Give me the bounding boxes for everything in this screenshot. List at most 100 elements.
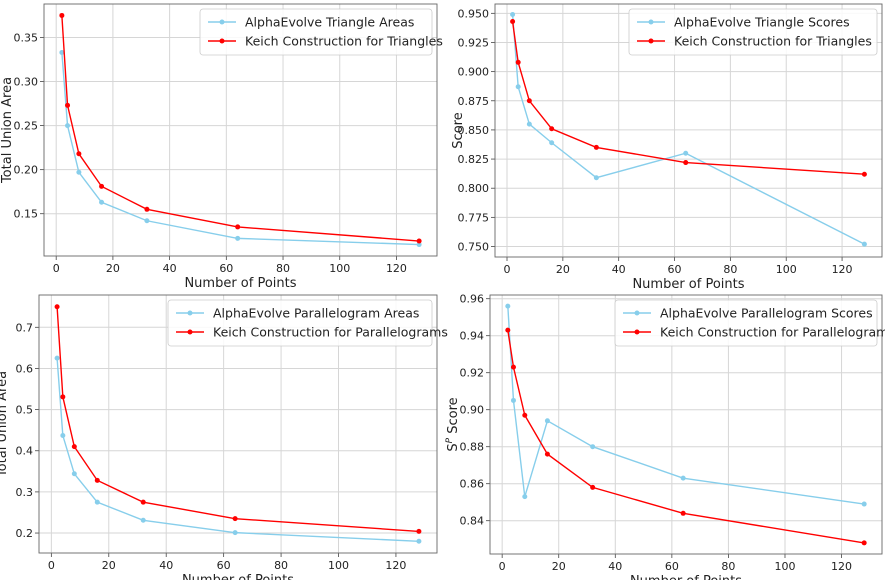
data-point <box>140 517 146 523</box>
data-point <box>144 218 150 224</box>
data-point <box>54 304 60 310</box>
y-tick-label: 0.96 <box>460 293 485 306</box>
y-tick-label: 0.15 <box>14 208 39 221</box>
data-point <box>680 475 686 481</box>
y-tick-label: 0.7 <box>16 321 34 334</box>
series-2 <box>54 304 422 534</box>
x-axis-label: Number of Points <box>184 276 296 291</box>
data-point <box>683 160 689 166</box>
series-2 <box>505 327 867 546</box>
data-point <box>235 224 241 230</box>
data-point <box>76 151 82 157</box>
legend-label: Keich Construction for Parallelograms <box>213 325 448 340</box>
x-tick-label: 0 <box>499 560 506 573</box>
y-tick-label: 0.775 <box>458 211 490 224</box>
series-line <box>507 330 865 544</box>
axes-frame <box>494 3 883 258</box>
data-point <box>861 171 867 177</box>
y-axis-label: Total Union Area <box>0 371 10 478</box>
x-tick-label: 120 <box>832 263 853 276</box>
data-point <box>544 418 550 424</box>
y-tick-label: 0.94 <box>460 330 485 343</box>
series-1 <box>510 11 867 247</box>
x-tick-label: 40 <box>163 262 177 275</box>
data-point <box>140 499 146 505</box>
x-tick-label: 100 <box>329 262 350 275</box>
x-tick-label: 60 <box>217 559 231 572</box>
x-tick-label: 100 <box>328 559 349 572</box>
data-point <box>54 355 60 361</box>
subplot-3: 0 20 40 60 80 100 120 0.2 0.3 0.4 0.5 0.6 0.7 Number … <box>0 294 448 584</box>
data-point <box>861 540 867 546</box>
series-line <box>56 358 419 542</box>
x-tick-label: 0 <box>48 559 55 572</box>
data-point <box>60 394 66 400</box>
x-tick-label: 120 <box>385 559 406 572</box>
y-tick-label: 0.90 <box>460 404 485 417</box>
y-tick-label: 0.25 <box>14 120 39 133</box>
series-1 <box>505 303 867 507</box>
x-tick-label: 80 <box>274 559 288 572</box>
y-tick-label: 0.750 <box>458 241 490 254</box>
x-tick-label: 60 <box>219 262 233 275</box>
x-axis-label: Number of Points <box>182 573 294 580</box>
data-point <box>510 18 516 24</box>
data-point <box>526 98 532 104</box>
x-tick-label: 0 <box>504 263 511 276</box>
x-tick-label: 120 <box>831 560 852 573</box>
axes-frame <box>43 3 438 257</box>
y-tick-label: 0.88 <box>460 441 485 454</box>
data-point <box>94 477 100 483</box>
legend-label: AlphaEvolve Parallelogram Areas <box>213 306 419 321</box>
y-tick-label: 0.2 <box>16 527 34 540</box>
x-tick-label: 20 <box>102 559 116 572</box>
data-point <box>544 451 550 457</box>
legend-box <box>199 8 433 56</box>
data-point <box>65 102 71 108</box>
axes-frame <box>38 294 438 554</box>
data-point <box>515 84 521 90</box>
series-2 <box>510 18 867 177</box>
y-tick-label: 0.84 <box>460 515 485 528</box>
y-tick-label: 0.6 <box>16 362 34 375</box>
y-tick-label: 0.900 <box>458 66 490 79</box>
legend-label: Keich Construction for Triangles <box>674 34 872 49</box>
legend-box <box>628 8 878 56</box>
data-point <box>232 530 238 536</box>
y-tick-label: 0.5 <box>16 404 34 417</box>
legend: AlphaEvolve Triangle Areas Keich Construc… <box>199 8 443 56</box>
y-tick-label: 0.875 <box>458 95 490 108</box>
x-tick-label: 80 <box>721 560 735 573</box>
x-tick-label: 60 <box>668 263 682 276</box>
x-tick-label: 20 <box>556 263 570 276</box>
x-tick-label: 40 <box>159 559 173 572</box>
data-point <box>590 444 596 450</box>
series-2 <box>59 12 422 244</box>
y-axis-label: SP Score <box>445 397 461 451</box>
x-tick-label: 60 <box>665 560 679 573</box>
legend-label: AlphaEvolve Triangle Areas <box>245 15 414 30</box>
data-point <box>416 238 422 244</box>
legend: AlphaEvolve Parallelogram Scores Keich Co… <box>614 299 885 347</box>
y-tick-label: 0.30 <box>14 76 39 89</box>
legend: AlphaEvolve Triangle Scores Keich Constru… <box>628 8 878 56</box>
legend-label: AlphaEvolve Parallelogram Scores <box>660 306 873 321</box>
data-point <box>59 12 65 18</box>
data-point <box>593 175 599 181</box>
data-point <box>99 183 105 189</box>
data-point <box>515 59 521 65</box>
series-1 <box>59 49 422 248</box>
x-axis-label: Number of Points <box>630 574 742 580</box>
data-point <box>144 206 150 212</box>
data-point <box>416 528 422 534</box>
y-tick-label: 0.3 <box>16 486 34 499</box>
data-point <box>65 123 71 129</box>
x-tick-label: 40 <box>612 263 626 276</box>
data-point <box>861 241 867 247</box>
y-tick-label: 0.92 <box>460 367 485 380</box>
data-point <box>522 494 528 500</box>
legend-box <box>167 299 433 347</box>
x-tick-label: 120 <box>386 262 407 275</box>
x-tick-label: 100 <box>776 263 797 276</box>
